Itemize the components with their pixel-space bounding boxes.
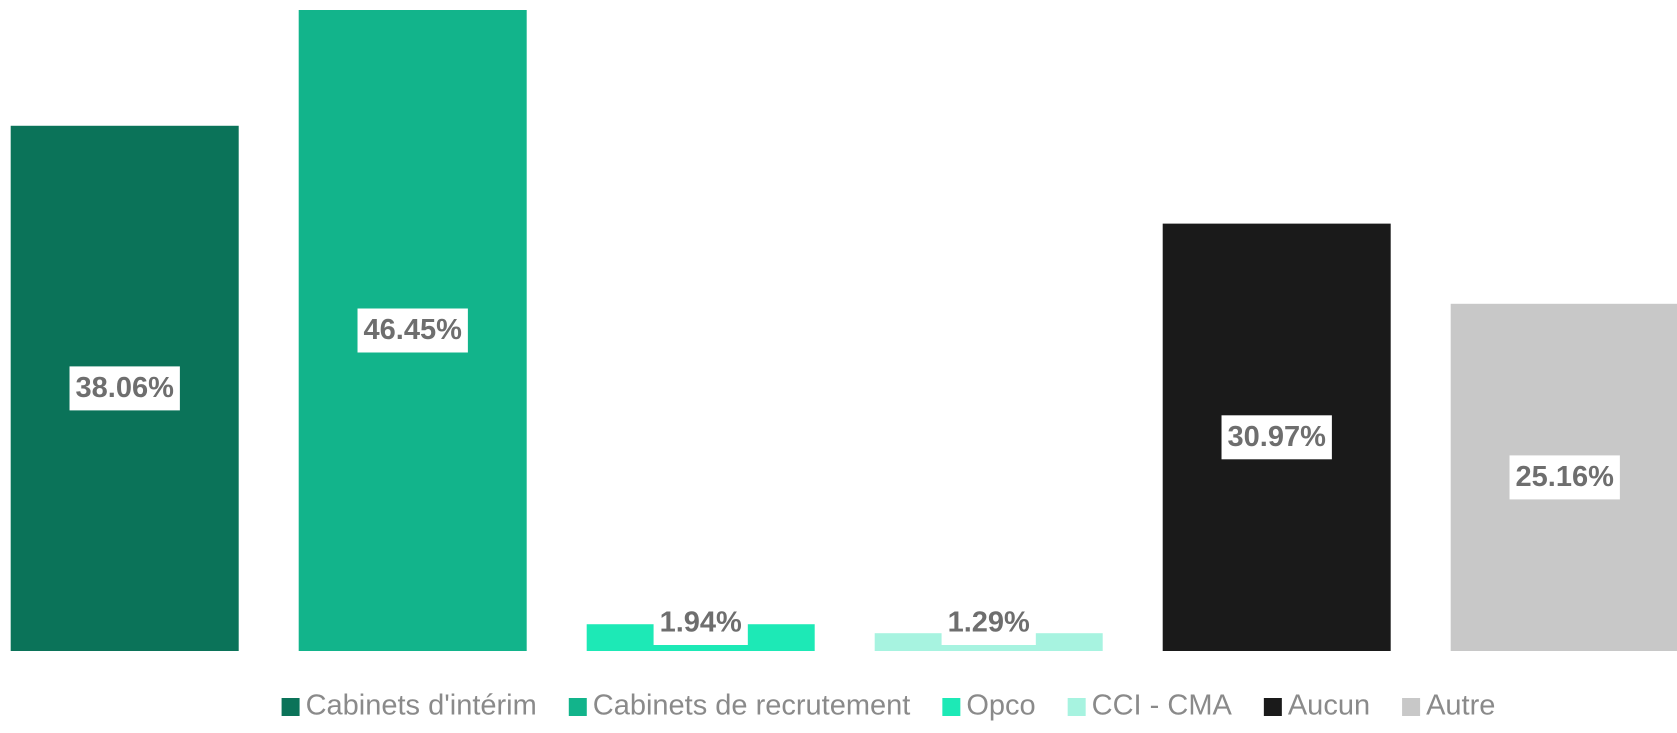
value-label: 30.97% (1228, 421, 1327, 453)
value-label: 46.45% (364, 314, 463, 346)
value-label-bg (941, 601, 1036, 645)
legend-label: Cabinets d'intérim (306, 690, 537, 722)
value-label: 25.16% (1516, 461, 1615, 493)
value-label: 1.29% (948, 607, 1030, 639)
value-label: 38.06% (76, 372, 175, 404)
value-label-bg (1221, 415, 1332, 460)
legend-label: Autre (1426, 690, 1495, 722)
legend-swatch (568, 698, 587, 716)
legend-label: Opco (966, 690, 1035, 722)
legend-swatch (1402, 698, 1421, 716)
legend-swatch (942, 698, 961, 716)
value-label-bg (653, 601, 748, 645)
legend-label: CCI - CMA (1092, 690, 1233, 722)
value-label-bg (357, 308, 468, 353)
legend-swatch (1263, 698, 1282, 716)
legend-label: Aucun (1288, 690, 1370, 722)
value-label-bg (69, 366, 180, 411)
value-label: 1.94% (660, 607, 742, 639)
legend-swatch (1067, 698, 1086, 716)
legend-label: Cabinets de recrutement (593, 690, 911, 722)
legend-swatch (281, 698, 300, 716)
value-label-bg (1509, 455, 1620, 500)
